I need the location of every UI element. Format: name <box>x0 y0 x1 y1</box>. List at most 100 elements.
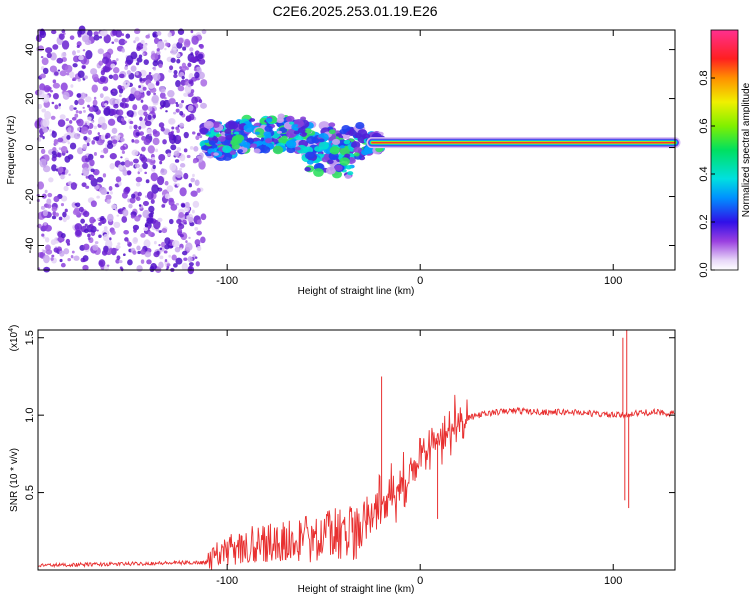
ridge-blob <box>208 134 214 138</box>
noise-blob <box>170 204 178 211</box>
noise-blob <box>190 190 198 197</box>
noise-blob <box>39 134 44 138</box>
noise-blob <box>176 128 180 133</box>
noise-blob <box>93 96 97 100</box>
noise-blob <box>170 50 174 54</box>
noise-blob <box>59 258 63 263</box>
snr-y-tick-label: 1.0 <box>24 408 36 423</box>
noise-blob <box>198 99 203 104</box>
ridge-blob <box>203 120 214 129</box>
noise-blob <box>197 53 204 60</box>
ridge-blob <box>351 141 361 149</box>
noise-blob <box>97 132 100 136</box>
noise-blob <box>57 152 62 158</box>
noise-blob <box>121 97 127 103</box>
noise-blob <box>115 245 121 250</box>
noise-blob <box>58 33 65 40</box>
noise-blob <box>111 109 117 116</box>
noise-blob <box>104 103 108 107</box>
ridge-blob <box>353 152 360 157</box>
noise-blob <box>53 195 60 203</box>
noise-blob <box>87 104 90 108</box>
noise-blob <box>181 99 185 104</box>
noise-blob <box>138 204 142 207</box>
noise-blob <box>180 79 186 86</box>
noise-blob <box>163 250 168 254</box>
noise-blob <box>83 228 89 234</box>
noise-blob <box>121 150 126 154</box>
noise-blob <box>74 113 79 118</box>
colorbar-tick-label: 0.8 <box>698 70 710 85</box>
noise-blob <box>194 179 200 186</box>
ridge-blob <box>286 129 297 138</box>
ridge-blob <box>347 171 354 176</box>
noise-blob <box>135 196 141 201</box>
noise-blob <box>75 229 82 237</box>
noise-blob <box>144 120 152 127</box>
noise-blob <box>51 156 57 162</box>
noise-blob <box>124 186 131 193</box>
ridge-blob <box>318 138 325 143</box>
noise-blob <box>134 28 141 35</box>
noise-blob <box>174 159 180 163</box>
noise-blob <box>190 30 194 34</box>
noise-blob <box>184 65 188 70</box>
figure-title: C2E6.2025.253.01.19.E26 <box>272 3 437 19</box>
noise-blob <box>171 254 177 261</box>
noise-blob <box>107 118 116 126</box>
noise-blob <box>181 203 186 208</box>
noise-blob <box>175 103 179 108</box>
noise-blob <box>124 237 129 242</box>
noise-blob <box>49 129 52 132</box>
noise-blob <box>73 55 80 63</box>
noise-blob <box>178 103 183 109</box>
spectrogram-panel: -100 0 100 -40 -20 0 20 40 Height of straight … <box>6 25 681 297</box>
noise-blob <box>195 261 200 267</box>
noise-blob <box>147 145 155 154</box>
noise-blob <box>57 69 61 72</box>
noise-blob <box>81 182 87 188</box>
noise-blob <box>164 244 170 250</box>
noise-blob <box>38 137 42 142</box>
noise-blob <box>142 200 150 207</box>
noise-blob <box>60 145 68 154</box>
ridge-blob <box>344 174 352 180</box>
noise-blob <box>42 209 48 217</box>
noise-blob <box>128 72 135 80</box>
spec-y-tick-label: 20 <box>24 92 36 104</box>
noise-blob <box>83 243 90 251</box>
noise-blob <box>100 215 105 221</box>
noise-blob <box>182 219 187 224</box>
noise-blob <box>53 138 58 145</box>
noise-blob <box>169 163 177 172</box>
noise-blob <box>95 136 100 142</box>
ridge-blob <box>355 121 365 130</box>
noise-blob <box>130 51 138 60</box>
noise-blob <box>58 147 62 150</box>
noise-blob <box>106 264 110 267</box>
noise-blob <box>156 48 160 52</box>
noise-blob <box>123 229 130 235</box>
spec-x-tick-label: 0 <box>417 275 423 287</box>
noise-blob <box>87 153 94 161</box>
noise-blob <box>147 230 153 237</box>
noise-blob <box>113 38 119 43</box>
noise-blob <box>199 44 204 49</box>
noise-blob <box>50 115 56 120</box>
ridge-blob <box>222 145 232 154</box>
ridge-blob <box>294 146 301 151</box>
noise-blob <box>67 154 74 160</box>
noise-blob <box>58 216 63 221</box>
noise-blob <box>67 141 71 145</box>
ridge-blob <box>328 129 336 135</box>
noise-blob <box>138 85 142 89</box>
noise-blob <box>194 256 198 259</box>
noise-blob <box>98 60 104 66</box>
ridge-blob <box>306 159 314 165</box>
noise-blob <box>134 163 141 169</box>
noise-blob <box>60 262 66 268</box>
ridge-blob <box>335 133 342 137</box>
noise-blob <box>68 173 71 176</box>
noise-blob <box>111 127 118 134</box>
noise-blob <box>161 204 166 208</box>
